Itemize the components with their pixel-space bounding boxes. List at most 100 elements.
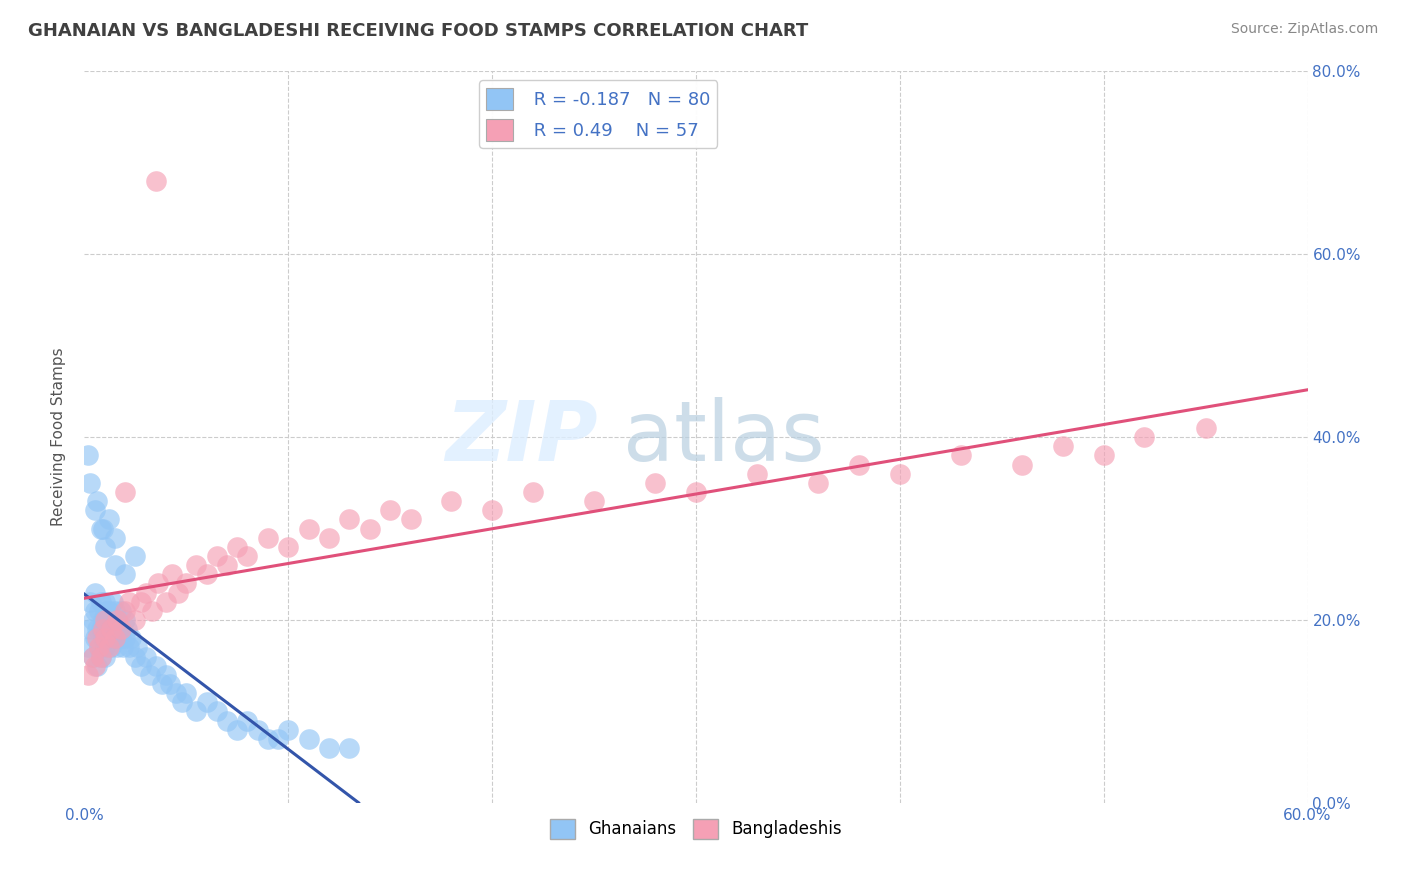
- Point: [79, 594, 101, 608]
- Point: [380, 503, 402, 517]
- Point: [90, 622, 112, 636]
- Point: [93, 540, 115, 554]
- Point: [91, 521, 114, 535]
- Point: [115, 622, 138, 636]
- Point: [77, 640, 100, 655]
- Point: [105, 613, 128, 627]
- Point: [114, 485, 136, 500]
- Point: [112, 640, 135, 655]
- Point: [186, 558, 208, 573]
- Point: [226, 723, 249, 737]
- Point: [159, 677, 181, 691]
- Point: [440, 494, 463, 508]
- Point: [120, 632, 142, 646]
- Point: [114, 604, 136, 618]
- Y-axis label: Receiving Food Stamps: Receiving Food Stamps: [51, 348, 66, 526]
- Point: [110, 604, 132, 618]
- Point: [82, 649, 104, 664]
- Point: [93, 649, 115, 664]
- Point: [86, 658, 108, 673]
- Point: [277, 723, 299, 737]
- Point: [145, 174, 167, 188]
- Point: [110, 622, 132, 636]
- Point: [186, 705, 208, 719]
- Text: Source: ZipAtlas.com: Source: ZipAtlas.com: [1230, 22, 1378, 37]
- Point: [93, 613, 115, 627]
- Point: [87, 604, 110, 618]
- Point: [108, 622, 131, 636]
- Point: [145, 658, 167, 673]
- Point: [1195, 421, 1218, 435]
- Point: [1052, 439, 1074, 453]
- Point: [217, 558, 239, 573]
- Point: [848, 458, 870, 472]
- Point: [339, 512, 361, 526]
- Point: [87, 640, 110, 655]
- Point: [1133, 430, 1156, 444]
- Point: [104, 531, 127, 545]
- Point: [86, 632, 108, 646]
- Point: [97, 512, 120, 526]
- Point: [277, 540, 299, 554]
- Point: [114, 567, 136, 582]
- Point: [950, 448, 973, 462]
- Point: [257, 531, 280, 545]
- Point: [318, 740, 340, 755]
- Point: [138, 667, 160, 681]
- Point: [110, 632, 132, 646]
- Point: [77, 448, 100, 462]
- Point: [267, 731, 290, 746]
- Point: [86, 622, 108, 636]
- Point: [105, 613, 128, 627]
- Point: [205, 549, 228, 563]
- Point: [155, 667, 177, 681]
- Point: [236, 714, 259, 728]
- Point: [583, 494, 606, 508]
- Text: atlas: atlas: [623, 397, 824, 477]
- Point: [318, 531, 340, 545]
- Point: [77, 667, 100, 681]
- Point: [97, 640, 120, 655]
- Point: [82, 649, 104, 664]
- Point: [685, 485, 707, 500]
- Point: [195, 567, 218, 582]
- Point: [104, 632, 127, 646]
- Point: [93, 632, 115, 646]
- Point: [90, 649, 112, 664]
- Point: [124, 549, 146, 563]
- Point: [118, 594, 141, 608]
- Point: [298, 731, 321, 746]
- Point: [114, 613, 136, 627]
- Point: [135, 585, 157, 599]
- Point: [104, 604, 127, 618]
- Point: [146, 576, 169, 591]
- Point: [155, 594, 177, 608]
- Point: [86, 494, 108, 508]
- Text: GHANAIAN VS BANGLADESHI RECEIVING FOOD STAMPS CORRELATION CHART: GHANAIAN VS BANGLADESHI RECEIVING FOOD S…: [28, 22, 808, 40]
- Point: [339, 740, 361, 755]
- Point: [90, 594, 112, 608]
- Point: [100, 622, 122, 636]
- Point: [889, 467, 911, 481]
- Point: [104, 558, 127, 573]
- Point: [83, 503, 105, 517]
- Point: [104, 632, 127, 646]
- Point: [79, 622, 101, 636]
- Point: [644, 475, 666, 490]
- Point: [90, 649, 112, 664]
- Point: [101, 594, 124, 608]
- Point: [226, 540, 249, 554]
- Point: [131, 658, 153, 673]
- Point: [160, 567, 183, 582]
- Point: [135, 649, 157, 664]
- Point: [174, 686, 197, 700]
- Point: [97, 632, 120, 646]
- Point: [1092, 448, 1115, 462]
- Point: [399, 512, 422, 526]
- Point: [298, 521, 321, 535]
- Point: [131, 594, 153, 608]
- Point: [93, 594, 115, 608]
- Point: [481, 503, 503, 517]
- Point: [165, 686, 187, 700]
- Point: [127, 640, 149, 655]
